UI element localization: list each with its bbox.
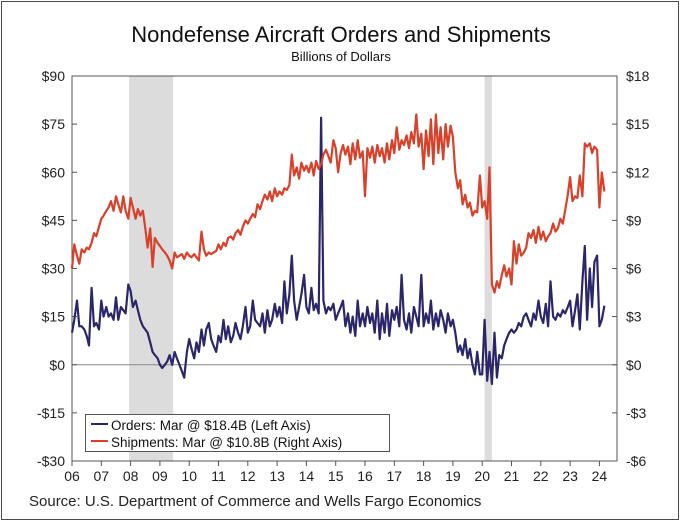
x-tick-label: 16 — [357, 468, 373, 484]
legend: Orders: Mar @ $18.4B (Left Axis) Shipmen… — [85, 414, 390, 452]
x-tick-label: 24 — [592, 468, 608, 484]
right-tick-label: -$3 — [626, 405, 646, 421]
legend-item-orders: Orders: Mar @ $18.4B (Left Axis) — [91, 417, 311, 434]
x-tick-label: 10 — [181, 468, 197, 484]
left-tick-label: $90 — [42, 68, 66, 84]
legend-label-orders: Orders: Mar @ $18.4B (Left Axis) — [111, 418, 311, 433]
left-tick-label: $45 — [42, 212, 66, 228]
recession-band-1 — [484, 76, 492, 461]
right-tick-label: $9 — [626, 212, 642, 228]
x-tick-label: 14 — [299, 468, 315, 484]
right-tick-label: $6 — [626, 261, 642, 277]
x-tick-label: 19 — [445, 468, 461, 484]
left-tick-label: $15 — [42, 309, 66, 325]
right-tick-label: $15 — [626, 116, 650, 132]
legend-item-shipments: Shipments: Mar @ $10.8B (Right Axis) — [91, 434, 342, 451]
x-tick-label: 09 — [152, 468, 168, 484]
chart-subtitle: Billions of Dollars — [291, 49, 391, 64]
right-tick-label: $18 — [626, 68, 650, 84]
x-tick-label: 23 — [562, 468, 578, 484]
x-tick-label: 11 — [211, 468, 226, 484]
source-note: Source: U.S. Department of Commerce and … — [29, 493, 482, 510]
right-tick-label: $3 — [626, 309, 642, 325]
x-tick-label: 22 — [533, 468, 549, 484]
x-tick-label: 06 — [64, 468, 80, 484]
legend-swatch-orders — [91, 423, 108, 426]
recession-band-0 — [129, 76, 174, 461]
x-tick-label: 08 — [123, 468, 139, 484]
left-tick-label: $75 — [42, 116, 66, 132]
left-tick-label: -$15 — [37, 405, 65, 421]
left-tick-label: $30 — [42, 261, 66, 277]
series-line-orders — [70, 116, 606, 386]
series-line-shipments — [70, 113, 606, 294]
x-tick-label: 18 — [416, 468, 432, 484]
x-tick-label: 12 — [240, 468, 256, 484]
x-tick-label: 21 — [504, 468, 520, 484]
x-tick-label: 15 — [328, 468, 344, 484]
left-tick-label: $60 — [42, 164, 66, 180]
left-tick-label: -$30 — [37, 453, 65, 469]
right-tick-label: $0 — [626, 357, 642, 373]
x-tick-label: 17 — [387, 468, 403, 484]
legend-label-shipments: Shipments: Mar @ $10.8B (Right Axis) — [111, 435, 343, 450]
x-tick-label: 13 — [269, 468, 285, 484]
chart-title: Nondefense Aircraft Orders and Shipments — [131, 22, 551, 47]
right-tick-label: $12 — [626, 164, 650, 180]
legend-swatch-shipments — [91, 440, 108, 443]
left-tick-label: $0 — [49, 357, 65, 373]
x-tick-label: 20 — [474, 468, 490, 484]
right-tick-label: -$6 — [626, 453, 646, 469]
x-tick-label: 07 — [94, 468, 110, 484]
